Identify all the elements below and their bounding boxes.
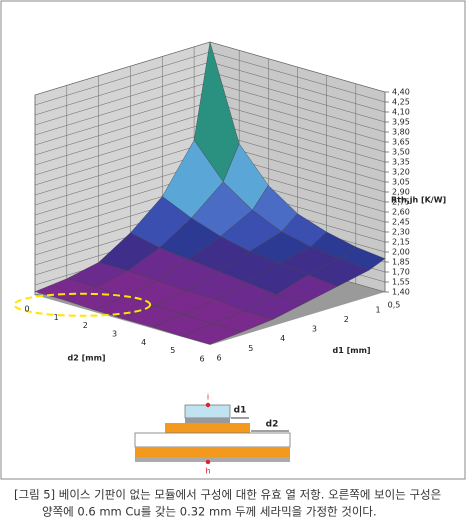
x-axis-title: d2 [mm] <box>68 354 106 363</box>
z-tick-label: 2,75 <box>392 198 410 207</box>
point-h <box>205 459 211 465</box>
z-tick-label: 2,00 <box>392 248 410 257</box>
base <box>135 457 290 462</box>
annotation-ellipse <box>13 292 152 317</box>
x-tick-label: 2 <box>83 321 88 330</box>
x-tick-label: 0 <box>24 305 29 314</box>
z-tick-label: 3,05 <box>392 178 410 187</box>
z-tick-label: 3,65 <box>392 138 410 147</box>
z-tick-label: 1,85 <box>392 258 410 267</box>
y-tick-label: 6 <box>216 354 221 363</box>
y-axis-title: d1 [mm] <box>333 346 371 355</box>
z-tick-label: 1,55 <box>392 278 410 287</box>
x-tick-label: 3 <box>112 330 117 339</box>
point-i <box>205 402 211 408</box>
x-tick-label: 6 <box>199 355 204 364</box>
z-tick-label: 1,70 <box>392 268 410 277</box>
label-d1: d1 <box>234 406 247 416</box>
y-tick-label: 2 <box>344 315 349 324</box>
y-tick-label: 0,5 <box>388 301 401 310</box>
schematic: i d1 d2 h <box>134 393 291 476</box>
y-tick-label: 4 <box>280 334 285 343</box>
y-tick-label: 1 <box>376 305 381 314</box>
z-tick-label: 3,80 <box>392 128 410 137</box>
chart: 1,401,551,701,852,002,152,302,452,602,75… <box>13 41 446 364</box>
z-tick-label: 4,40 <box>392 88 410 97</box>
solder <box>185 418 230 423</box>
surface-cell <box>180 323 243 345</box>
z-tick-label: 2,45 <box>392 218 410 227</box>
z-tick-label: 3,95 <box>392 118 410 127</box>
z-tick-label: 2,15 <box>392 238 410 247</box>
label-i: i <box>207 393 209 402</box>
label-h: h <box>205 467 210 476</box>
y-tick-label: 5 <box>248 344 253 353</box>
z-tick-label: 3,35 <box>392 158 410 167</box>
z-axis-title: Rth,jh [K/W] <box>391 196 446 205</box>
z-tick-label: 3,20 <box>392 168 410 177</box>
copper-bottom <box>135 447 290 457</box>
z-tick-label: 4,10 <box>392 108 410 117</box>
x-tick-label: 1 <box>54 313 59 322</box>
z-tick-label: 3,50 <box>392 148 410 157</box>
copper-top <box>165 423 250 433</box>
z-tick-label: 4,25 <box>392 98 410 107</box>
x-tick-label: 4 <box>141 338 146 347</box>
caption-line: 양쪽에 0.6 mm Cu를 갖는 0.32 mm 두께 세라믹을 가정한 것이… <box>42 505 377 519</box>
ceramic <box>134 432 291 448</box>
z-tick-label: 2,30 <box>392 228 410 237</box>
z-tick-label: 2,90 <box>392 188 410 197</box>
y-tick-label: 3 <box>312 325 317 334</box>
z-tick-label: 1,40 <box>392 288 410 297</box>
caption-line: [그림 5] 베이스 기판이 없는 모듈에서 구성에 대한 유효 열 저항. 오… <box>14 488 441 502</box>
x-tick-label: 5 <box>170 346 175 355</box>
frame <box>0 0 466 480</box>
label-d2: d2 <box>266 420 279 430</box>
z-tick-label: 2,60 <box>392 208 410 217</box>
